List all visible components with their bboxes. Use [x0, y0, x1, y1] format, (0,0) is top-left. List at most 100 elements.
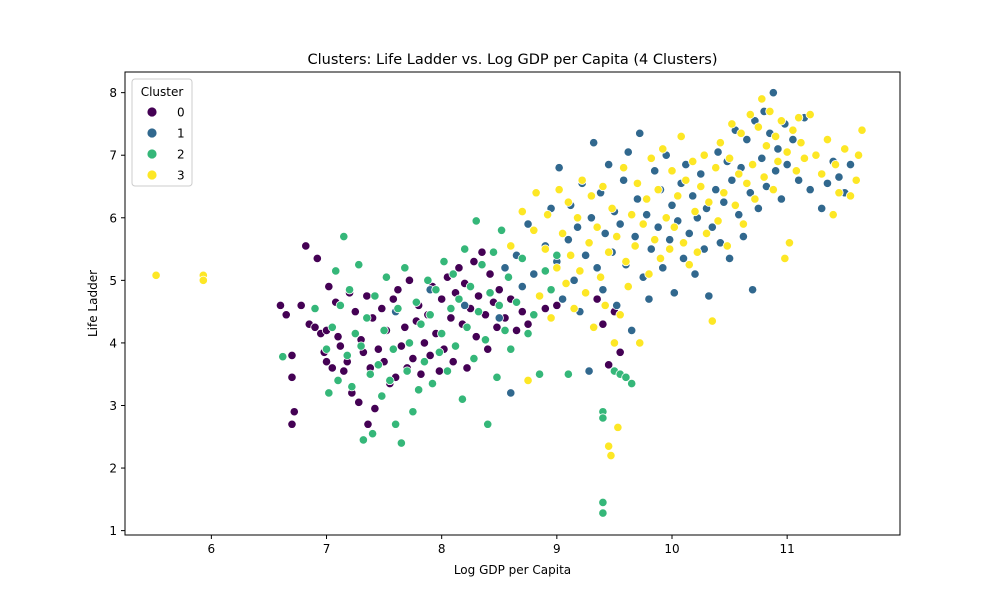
data-point [688, 191, 698, 201]
data-point [598, 413, 608, 423]
data-point [589, 322, 599, 332]
points-layer [151, 88, 867, 518]
data-point [771, 131, 781, 142]
x-tick-label: 11 [780, 542, 795, 556]
plot-frame [124, 71, 901, 536]
data-point [604, 360, 614, 370]
y-tick-label: 7 [109, 149, 117, 163]
data-point [391, 419, 401, 429]
data-point [773, 144, 783, 154]
data-point [492, 322, 502, 332]
data-point [462, 322, 472, 332]
data-point [377, 303, 387, 314]
data-point [460, 244, 470, 254]
data-point [688, 156, 698, 167]
data-point [434, 347, 444, 357]
y-tick-label: 1 [109, 524, 117, 538]
data-point [612, 231, 622, 242]
data-point [845, 191, 856, 201]
data-point [400, 263, 410, 273]
data-point [310, 303, 320, 314]
data-point [655, 253, 666, 264]
data-point [310, 322, 320, 332]
data-point [275, 300, 286, 310]
data-point [782, 160, 792, 170]
data-point [414, 385, 424, 395]
data-point [745, 109, 755, 120]
data-point [388, 344, 398, 354]
data-point [373, 360, 383, 370]
data-point [627, 325, 637, 335]
data-point [503, 272, 514, 282]
data-point [511, 325, 522, 335]
data-point [402, 366, 412, 376]
data-point [471, 332, 481, 342]
data-point [604, 247, 614, 257]
data-point [393, 285, 403, 295]
data-point [653, 185, 663, 195]
data-point [529, 310, 539, 320]
data-point [471, 216, 481, 226]
data-point [523, 328, 533, 339]
data-point [408, 407, 418, 417]
data-point [630, 241, 640, 251]
data-point [805, 109, 815, 120]
data-point [529, 225, 539, 235]
data-point [517, 282, 527, 292]
data-point [638, 219, 648, 229]
data-point [650, 235, 660, 245]
data-point [676, 131, 686, 142]
data-point [632, 178, 643, 188]
data-point [477, 247, 487, 257]
data-point [312, 253, 322, 264]
legend-items: 0 1 2 3 [146, 106, 185, 183]
data-point [496, 225, 507, 235]
data-point [598, 497, 608, 508]
data-point [730, 200, 740, 210]
data-point [667, 200, 677, 210]
data-point [373, 344, 383, 354]
data-point [592, 294, 602, 304]
data-point [704, 291, 714, 301]
data-point [669, 288, 679, 298]
data-point [600, 300, 610, 310]
data-point [592, 222, 602, 232]
data-point [828, 210, 838, 220]
data-point [494, 285, 504, 295]
data-point [684, 228, 694, 239]
legend-item: 0 [146, 106, 185, 120]
data-point [644, 269, 654, 279]
data-point [661, 213, 671, 223]
data-point [667, 166, 677, 176]
data-point [690, 206, 700, 217]
data-point [604, 441, 614, 451]
data-point [586, 213, 596, 223]
data-point [469, 353, 479, 364]
data-point [782, 147, 792, 157]
data-point [151, 270, 161, 280]
data-point [563, 235, 573, 245]
data-point [321, 344, 332, 354]
data-point [506, 241, 516, 251]
data-point [681, 175, 691, 185]
data-point [765, 106, 775, 117]
data-point [742, 178, 752, 188]
data-point [324, 282, 334, 292]
series-0 [275, 241, 625, 429]
data-point [557, 228, 568, 239]
data-point [454, 263, 464, 273]
data-point [358, 435, 368, 445]
data-point [692, 247, 702, 257]
data-point [365, 369, 375, 379]
data-point [684, 260, 694, 270]
data-point [822, 178, 833, 188]
data-point [776, 116, 786, 126]
data-point [362, 291, 372, 301]
data-point [381, 272, 391, 282]
data-point [534, 291, 545, 301]
data-point [768, 88, 778, 98]
data-point [492, 372, 502, 382]
data-point [817, 203, 827, 213]
data-point [853, 150, 864, 160]
